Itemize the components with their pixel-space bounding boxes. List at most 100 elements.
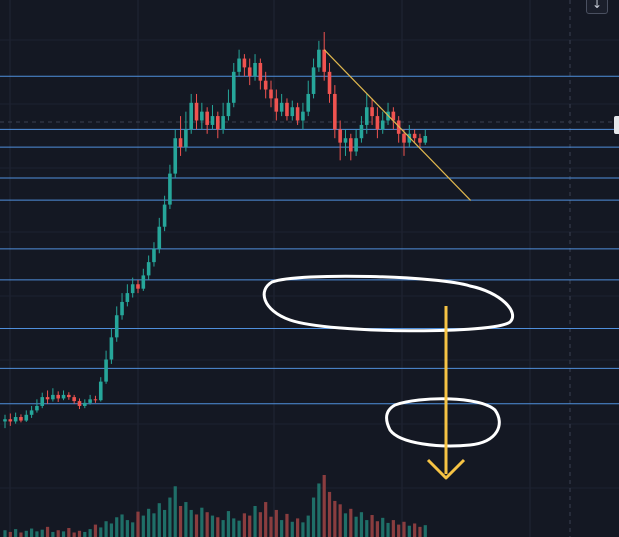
candle-body xyxy=(98,381,103,401)
volume-bar xyxy=(72,532,76,537)
volume-bar xyxy=(131,522,135,537)
volume-bar xyxy=(88,529,92,537)
candle-body xyxy=(45,397,50,400)
candle-body xyxy=(327,71,332,94)
candle-body xyxy=(317,49,321,68)
candle-body xyxy=(109,337,114,360)
volume-bar xyxy=(269,516,273,537)
candle-body xyxy=(104,359,108,382)
volume-bar xyxy=(258,512,262,537)
candle-body xyxy=(423,136,428,143)
volume-bar xyxy=(333,500,337,537)
candle-body xyxy=(194,102,199,121)
volume-bar xyxy=(216,517,220,537)
volume-bar xyxy=(370,515,374,537)
volume-bar xyxy=(194,514,199,537)
volume-bar xyxy=(397,524,401,537)
volume-bar xyxy=(232,518,236,537)
candle-body xyxy=(146,262,151,276)
candle-body xyxy=(311,67,316,94)
volume-bar xyxy=(147,508,151,537)
candle-body xyxy=(380,120,385,130)
volume-bar xyxy=(311,497,316,537)
candle-body xyxy=(263,80,268,90)
candle-body xyxy=(306,93,311,112)
candle-body xyxy=(210,116,215,125)
volume-bar xyxy=(237,520,241,537)
candle-body xyxy=(51,394,55,400)
volume-bar xyxy=(152,513,156,537)
volume-bar xyxy=(402,521,406,537)
candle-body xyxy=(40,397,45,406)
volume-bar xyxy=(83,531,87,537)
candle-body xyxy=(269,89,273,99)
candle-body xyxy=(237,58,241,72)
candle-body xyxy=(285,102,289,117)
candle-body xyxy=(274,98,279,112)
volume-bar xyxy=(253,506,257,537)
candle-body xyxy=(412,133,417,139)
volume-bar xyxy=(99,527,103,537)
volume-bar xyxy=(67,527,71,537)
candle-body xyxy=(343,138,348,143)
support-zone-circle xyxy=(262,274,514,333)
candle-body xyxy=(152,248,156,263)
candle-body xyxy=(162,204,167,227)
candle-body xyxy=(13,417,18,422)
candle-body xyxy=(322,49,326,72)
candle-body xyxy=(120,301,124,316)
volume-bar xyxy=(226,511,231,537)
volume-bar xyxy=(322,475,326,537)
candle-body xyxy=(333,93,337,130)
volume-bar xyxy=(418,526,422,537)
volume-bar xyxy=(365,520,369,537)
candle-body xyxy=(173,138,178,174)
candle-body xyxy=(83,402,87,406)
candle-body xyxy=(141,275,146,289)
candle-body xyxy=(136,284,140,289)
candle-body xyxy=(301,111,305,121)
volume-bar xyxy=(125,520,129,537)
volume-bar xyxy=(306,515,310,537)
volume-bar xyxy=(423,525,427,537)
volume-bar xyxy=(280,520,284,537)
volume-bar xyxy=(359,512,364,537)
candle-body xyxy=(258,62,263,81)
candle-body xyxy=(130,284,135,294)
candle-body xyxy=(168,173,172,205)
horizontal-levels xyxy=(0,75,619,405)
volume-bar xyxy=(163,509,167,537)
volume-bar xyxy=(19,532,23,537)
volume-bar xyxy=(30,528,34,537)
candle-body xyxy=(247,67,252,77)
candle-body xyxy=(88,399,92,403)
volume-bar xyxy=(354,516,358,537)
volume-bar xyxy=(8,531,12,537)
candle-body xyxy=(61,394,66,399)
candle-body xyxy=(56,394,60,399)
volume-bar xyxy=(407,525,411,537)
volume-bars xyxy=(3,475,427,537)
volume-bar xyxy=(205,512,209,537)
volume-bar xyxy=(93,524,98,537)
volume-bar xyxy=(24,530,28,537)
volume-bar xyxy=(115,517,119,537)
scroll-to-latest-button[interactable]: ↓ xyxy=(586,0,608,14)
trendline xyxy=(323,49,472,201)
volume-bar xyxy=(264,502,268,537)
candle-body xyxy=(242,58,247,68)
volume-bar xyxy=(189,509,193,537)
volume-bar xyxy=(375,521,379,537)
price-scale-tab[interactable] xyxy=(614,116,619,134)
candle-body xyxy=(349,138,353,152)
drawings xyxy=(262,49,514,480)
candle-body xyxy=(338,129,342,143)
candle-body xyxy=(93,399,98,401)
volume-bar xyxy=(301,522,305,537)
candle-body xyxy=(35,405,39,411)
volume-bar xyxy=(381,517,385,537)
candle-body xyxy=(29,410,34,415)
volume-bar xyxy=(157,503,161,537)
